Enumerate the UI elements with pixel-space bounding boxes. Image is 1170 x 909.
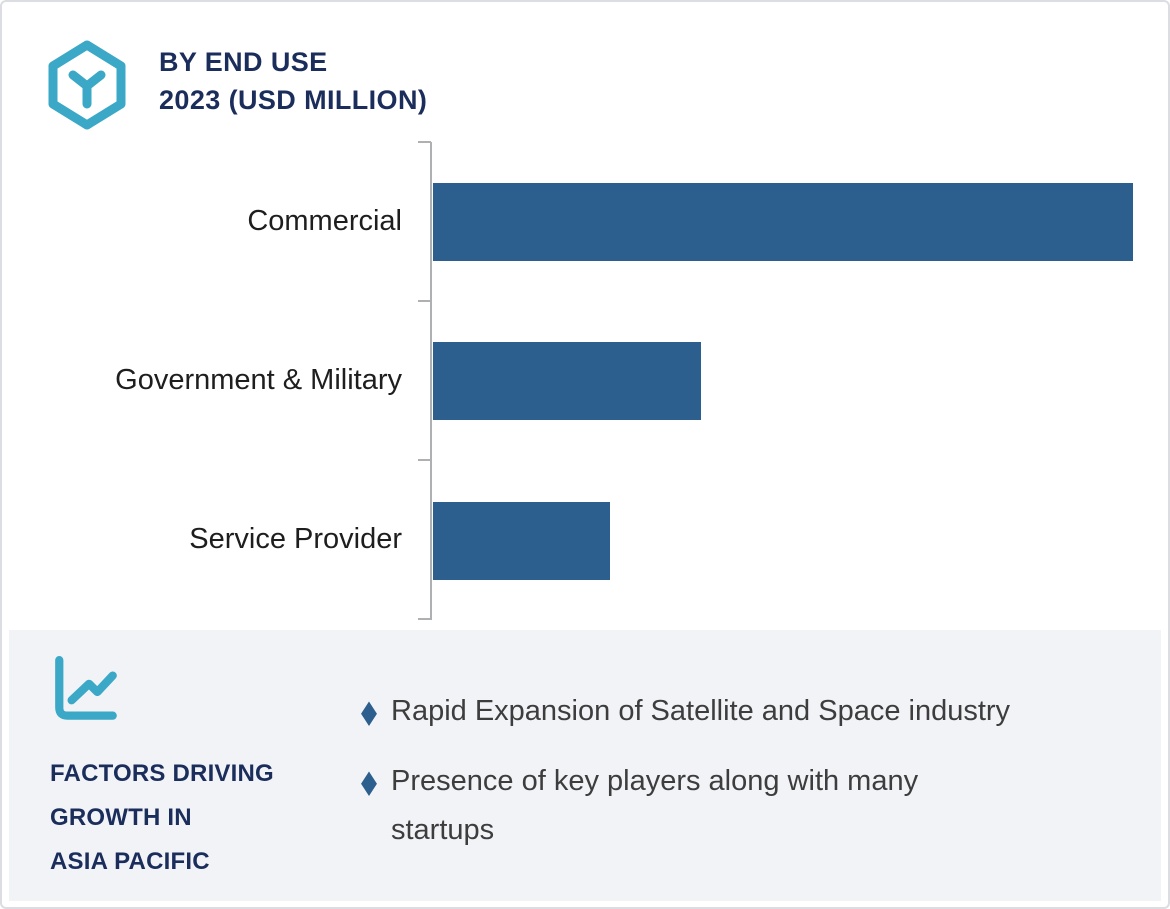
factors-heading-line2: GROWTH IN [50,804,192,831]
chart-title: BY END USE 2023 (USD MILLION) [159,43,427,119]
factors-list: ◆ Rapid Expansion of Satellite and Space… [361,687,1121,876]
factor-text: Rapid Expansion of Satellite and Space i… [391,695,1011,727]
factor-item: ◆ Presence of key players along with man… [361,757,1121,855]
factors-heading: FACTORS DRIVING GROWTH IN ASIA PACIFIC [50,752,274,884]
factors-heading-line1: FACTORS DRIVING [50,760,274,787]
diamond-icon: ◆ [361,763,377,799]
line-chart-icon [55,656,117,720]
bar-service-provider [433,502,611,580]
chart-title-line2: 2023 (USD MILLION) [159,85,428,115]
factor-text: Presence of key players along with many … [391,765,919,846]
bar-commercial [433,183,1133,261]
category-label-government-military: Government & Military [115,364,402,396]
category-label-commercial: Commercial [247,205,402,237]
y-axis-line [430,142,432,620]
factor-item: ◆ Rapid Expansion of Satellite and Space… [361,687,1121,736]
bar-government-military [433,342,702,420]
factors-heading-line3: ASIA PACIFIC [50,848,210,875]
chart-title-line1: BY END USE [159,47,328,77]
plot-area [433,142,1133,619]
axis-tick [418,459,431,461]
axis-tick [418,141,431,143]
axis-tick [418,618,431,620]
hexagon-y-icon [48,40,126,130]
diamond-icon: ◆ [361,693,377,729]
factors-panel: FACTORS DRIVING GROWTH IN ASIA PACIFIC ◆… [9,630,1161,901]
axis-tick [418,300,431,302]
category-label-service-provider: Service Provider [189,523,402,555]
